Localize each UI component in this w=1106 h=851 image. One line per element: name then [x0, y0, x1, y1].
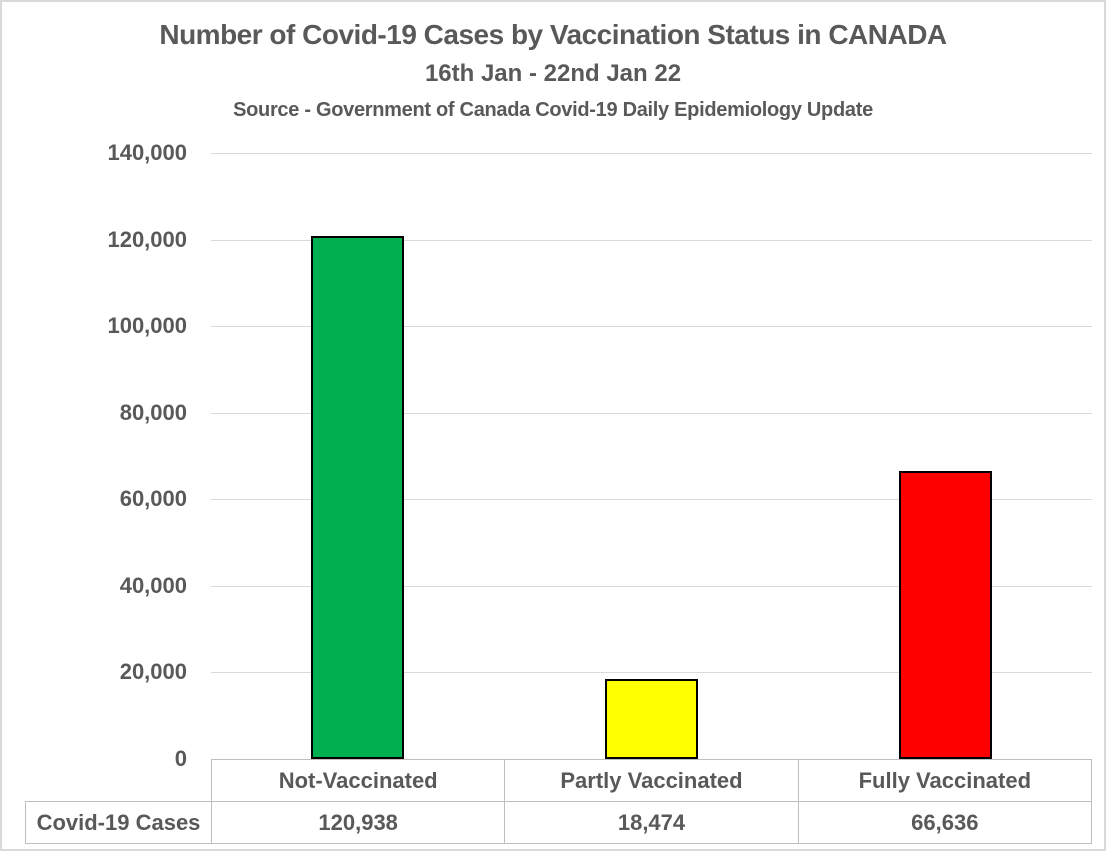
y-axis: 140,000 120,000 100,000 80,000 60,000 40,000 2… [2, 140, 187, 771]
chart-source: Source - Government of Canada Covid-19 D… [233, 99, 873, 121]
category-label-partly-vaccinated: Partly Vaccinated [504, 759, 799, 802]
chart-title: Number of Covid-19 Cases by Vaccination … [159, 19, 947, 50]
bar-fully-vaccinated [899, 471, 992, 759]
values-row-label: Covid-19 Cases [25, 801, 212, 844]
chart-subtitle: 16th Jan - 22nd Jan 22 [424, 60, 682, 87]
value-not-vaccinated: 120,938 [211, 801, 506, 844]
gridline [211, 326, 1092, 327]
values-row: Covid-19 Cases 120,938 18,474 66,636 [25, 801, 1092, 844]
y-axis-tick-label: 80,000 [119, 400, 187, 425]
y-axis-tick-label: 140,000 [107, 140, 187, 165]
table-corner-spacer [25, 759, 211, 802]
y-axis-tick-label: 100,000 [107, 313, 187, 338]
y-axis-tick-label: 0 [174, 746, 187, 771]
y-axis-tick-label: 60,000 [119, 486, 187, 511]
gridline [211, 586, 1092, 587]
y-axis-tick-label: 120,000 [107, 227, 187, 252]
gridline [211, 413, 1092, 414]
bar-partly-vaccinated [605, 679, 698, 759]
value-partly-vaccinated: 18,474 [504, 801, 799, 844]
value-fully-vaccinated: 66,636 [797, 801, 1092, 844]
category-header-row: Not-Vaccinated Partly Vaccinated Fully V… [25, 759, 1092, 802]
category-label-fully-vaccinated: Fully Vaccinated [797, 759, 1092, 802]
plot-area [211, 153, 1092, 760]
y-axis-tick-label: 20,000 [119, 659, 187, 684]
category-label-not-vaccinated: Not-Vaccinated [211, 759, 506, 802]
gridline [211, 153, 1092, 154]
gridline [211, 499, 1092, 500]
gridline [211, 672, 1092, 673]
gridline [211, 240, 1092, 241]
data-table: Not-Vaccinated Partly Vaccinated Fully V… [25, 759, 1092, 844]
bar-not-vaccinated [311, 236, 404, 759]
y-axis-tick-label: 40,000 [119, 573, 187, 598]
